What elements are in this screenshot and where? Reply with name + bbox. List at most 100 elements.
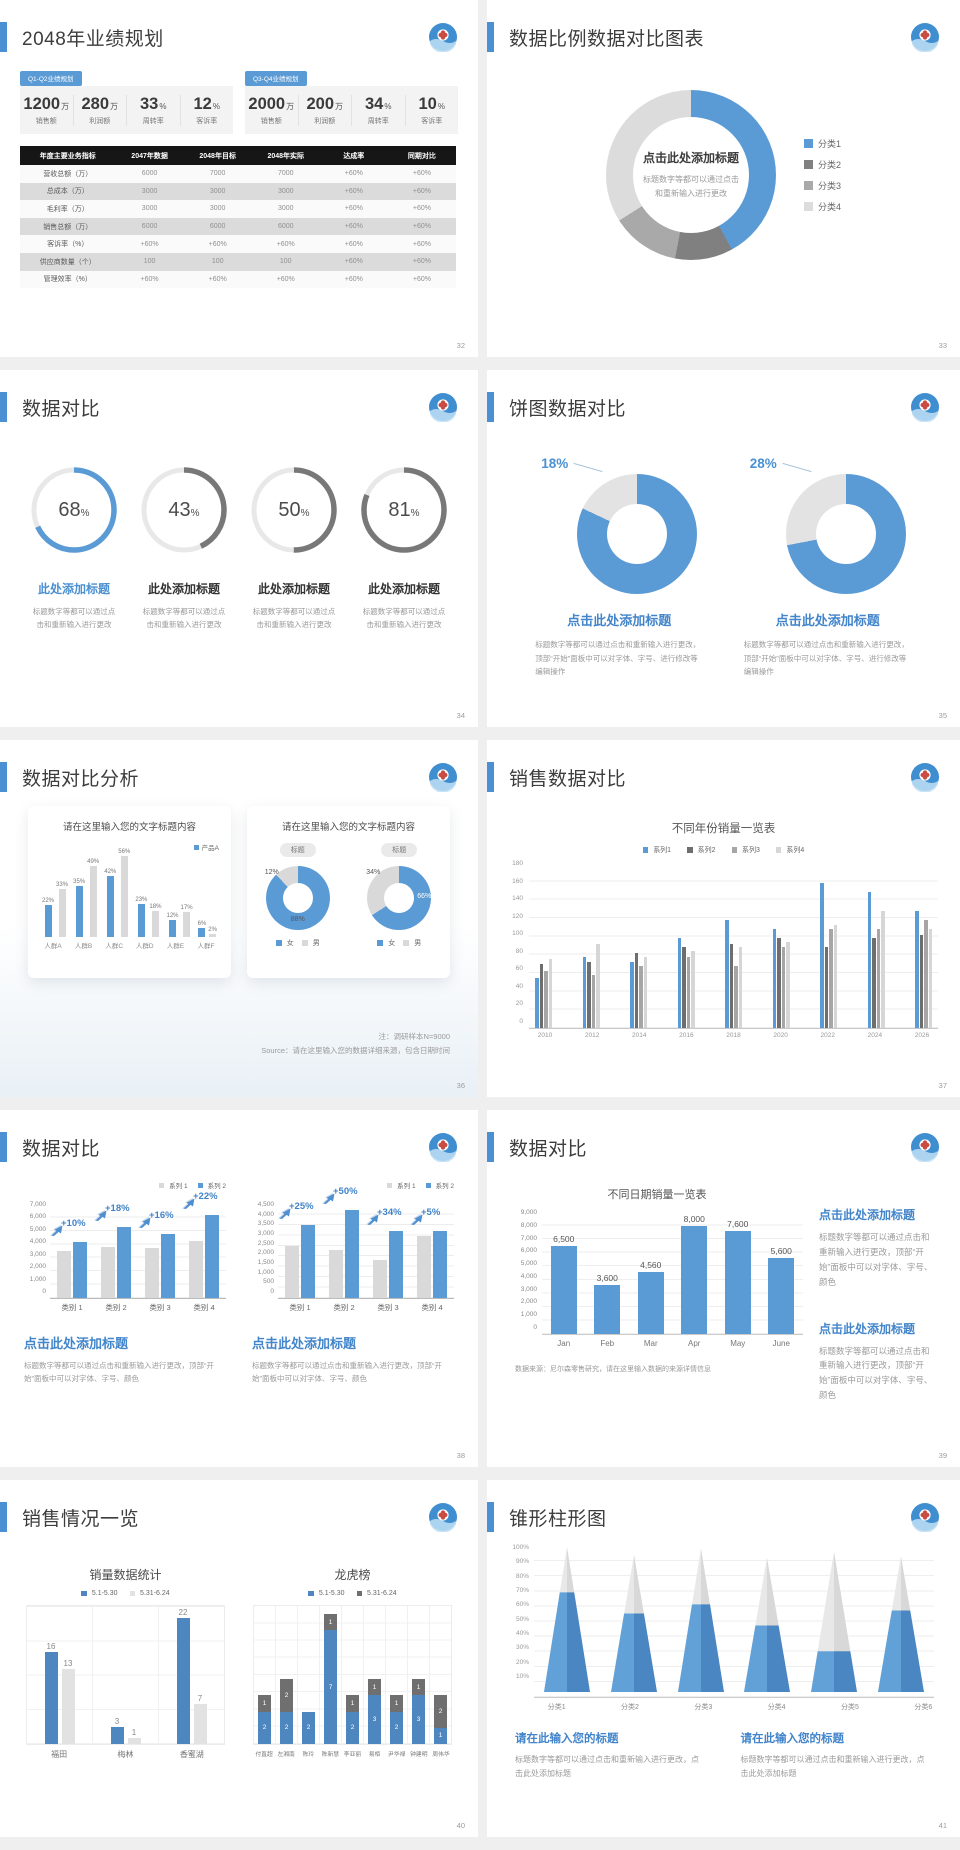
table-cell: +60% — [344, 258, 363, 266]
y-axis-tick: 50% — [515, 1615, 529, 1623]
slide-thumbnail-37[interactable]: 销售数据对比 不同年份销量一览表 系列1 系列2 系列3 系列4 180 160 140 120 1… — [487, 740, 960, 1097]
table-cell: 总成本（万） — [46, 188, 89, 196]
growth-arrow-icon — [182, 1196, 195, 1214]
y-axis-tick: 4,500 — [257, 1201, 274, 1208]
x-axis-label: 类别 3 — [149, 1303, 171, 1312]
slide-thumbnail-41[interactable]: 锥形柱形图 100% 90% 80% 70% 60% 50% 40% 30% 20% 10% 分类1 分… — [487, 1480, 960, 1837]
legend-swatch — [81, 1590, 87, 1597]
text-block: 点击此处添加标题 标题数字等都可以通过点击和重新输入进行更改，顶部“开始”面板中可… — [819, 1206, 936, 1290]
growth-label: +50% — [333, 1186, 358, 1198]
stat-cell: 280万 利润额 — [72, 95, 127, 126]
stat-value: 1200万 — [20, 95, 73, 114]
bar-plot: +10% +18% +16% +22% — [50, 1191, 226, 1299]
x-axis-label: 分类4 — [767, 1704, 786, 1711]
bar-group: 35% 49% — [73, 859, 99, 937]
legend-item: 女 — [275, 938, 294, 948]
bar — [872, 938, 876, 1028]
slide-thumbnail-39[interactable]: 数据对比 不同日期销量一览表 9,000 8,000 7,000 6,000 5,000 4,… — [487, 1110, 960, 1467]
bar-value-label: 35% — [73, 879, 86, 886]
y-axis-tick: 60 — [515, 965, 523, 973]
slide-thumbnail-40[interactable]: 销售情况一览 销量数据统计 5.1-5.30 5.31-6.24 16 13 3 1 22 7 福田… — [0, 1480, 478, 1837]
x-axis-label: Mar — [643, 1339, 658, 1348]
y-axis-tick: 80 — [515, 947, 523, 955]
bar-group — [725, 919, 742, 1028]
bar — [738, 947, 742, 1028]
y-axis-tick: 0 — [519, 1017, 523, 1025]
stat-label: 周转率 — [142, 118, 164, 125]
x-axis-labels: 人群A 人群B 人群C 人群D 人群E 人群F — [40, 940, 219, 950]
bar-group — [772, 929, 790, 1028]
title-accent-bar — [0, 22, 7, 52]
chart-title: 不同日期销量一览表 — [607, 1189, 707, 1201]
bar — [548, 959, 552, 1028]
legend-swatch — [275, 940, 282, 946]
chart-title: 不同年份销量一览表 — [671, 823, 776, 835]
pie-title: 点击此处添加标题 — [775, 613, 880, 628]
table-cell: +60% — [412, 187, 431, 195]
bar-wrap: 7 — [193, 1694, 207, 1744]
bar-group: +50% — [322, 1186, 359, 1298]
slide-thumbnail-33[interactable]: 数据比例数据对比图表 点击此处添加标题 标题数字等都可以通过点击和重新输入进行更改分… — [487, 0, 960, 357]
legend-item: 系列 2 — [197, 1180, 226, 1190]
x-axis-labels: 分类1 分类2 分类3 分类4 分类5 分类6 — [520, 1702, 960, 1712]
bar — [535, 977, 539, 1028]
stack-segment-blue: 1 — [434, 1727, 447, 1744]
y-axis-tick: 90% — [515, 1558, 529, 1566]
x-axis-label: 左湘南 — [277, 1752, 295, 1758]
y-axis-tick: 7,000 — [29, 1201, 46, 1208]
y-axis-labels: 4,500 4,000 3,500 3,000 2,500 2,000 1,500 1,000… — [252, 1201, 278, 1295]
stack-segment-gray: 1 — [368, 1679, 381, 1696]
x-axis-label: 类别 3 — [377, 1303, 399, 1312]
legend-label: 5.31-6.24 — [367, 1590, 397, 1597]
table-header-cell: 2047年数据 — [115, 146, 184, 165]
slide-thumbnail-34[interactable]: 数据对比 68% 此处添加标题 标题数字等都可以通过点击和重新输入进行更改 43% 此处添… — [0, 370, 478, 727]
table-cell: +60% — [344, 205, 363, 213]
table-row: 销售总额（万） 6000 6000 6000 +60% +60% — [20, 217, 456, 236]
legend-item: 5.1-5.30 — [81, 1590, 118, 1597]
slide-header: 饼图数据对比 — [487, 370, 960, 423]
table-header-cell: 2048年目标 — [183, 146, 252, 165]
pie-percent-label: 28% — [749, 456, 777, 471]
gauge-value: 50% — [248, 464, 340, 556]
table-cell: +60% — [412, 258, 431, 266]
donut-center-title: 点击此处添加标题 — [642, 150, 739, 165]
bar — [772, 929, 776, 1028]
legend-item: 系列3 — [731, 845, 760, 855]
stat-label: 客诉率 — [196, 118, 218, 125]
donut-hole — [384, 883, 415, 913]
table-cell: +60% — [412, 223, 431, 231]
growth-arrow-icon — [138, 1215, 151, 1233]
y-axis-tick: 100% — [512, 1544, 529, 1551]
bar-value-label: 3,600 — [596, 1273, 618, 1284]
legend-swatch — [377, 940, 384, 946]
table-cell: +60% — [412, 240, 431, 248]
block-description: 标题数字等都可以通过点击和重新输入进行更改，顶部“开始”面板中可以对字体、字号、… — [819, 1232, 933, 1287]
bar-value-label: 5,600 — [770, 1246, 792, 1257]
series-legend: 系列 1 系列 2 — [24, 1180, 226, 1190]
bar-wrap: 42% — [104, 869, 116, 937]
bar — [61, 1669, 75, 1744]
stat-number: 1200 — [23, 95, 61, 113]
table-cell: +60% — [140, 240, 159, 248]
x-axis-label: 2024 — [867, 1032, 883, 1039]
cone — [540, 1541, 594, 1697]
table-cell: 客诉率（%） — [47, 241, 89, 249]
pie-legend: 分类1 分类2 分类3 分类4 — [803, 137, 841, 213]
slide-thumbnail-36[interactable]: 数据对比分析 请在这里输入您的文字标题内容 产品A 22% 33% 35% 49% 42% 56… — [0, 740, 478, 1097]
bar-wrap: 5,600 — [763, 1246, 799, 1334]
stack-segment-blue: 2 — [280, 1711, 293, 1744]
slide-thumbnail-32[interactable]: 2048年业绩规划 Q1-Q2业绩规划 1200万 销售额 280万 利润额 33% 周转率 1… — [0, 0, 478, 357]
slide-thumbnail-38[interactable]: 数据对比 系列 1 系列 2 7,000 6,000 5,000 4,000 3,000 2,0… — [0, 1110, 478, 1467]
slide-header: 销售数据对比 — [487, 740, 960, 793]
title-accent-bar — [0, 762, 7, 792]
slide-thumbnail-35[interactable]: 饼图数据对比 18% 点击此处添加标题 标题数字等都可以通过点击和重新输入进行更改，顶… — [487, 370, 960, 727]
category-cell: 16 13 — [27, 1606, 93, 1744]
legend-label: 系列4 — [786, 847, 805, 854]
bar — [594, 1285, 621, 1334]
x-axis-label: 2022 — [820, 1032, 835, 1039]
y-axis-tick: 6,000 — [29, 1213, 46, 1221]
gauge-ring: 68% — [28, 464, 120, 556]
page-number: 36 — [456, 1081, 465, 1090]
